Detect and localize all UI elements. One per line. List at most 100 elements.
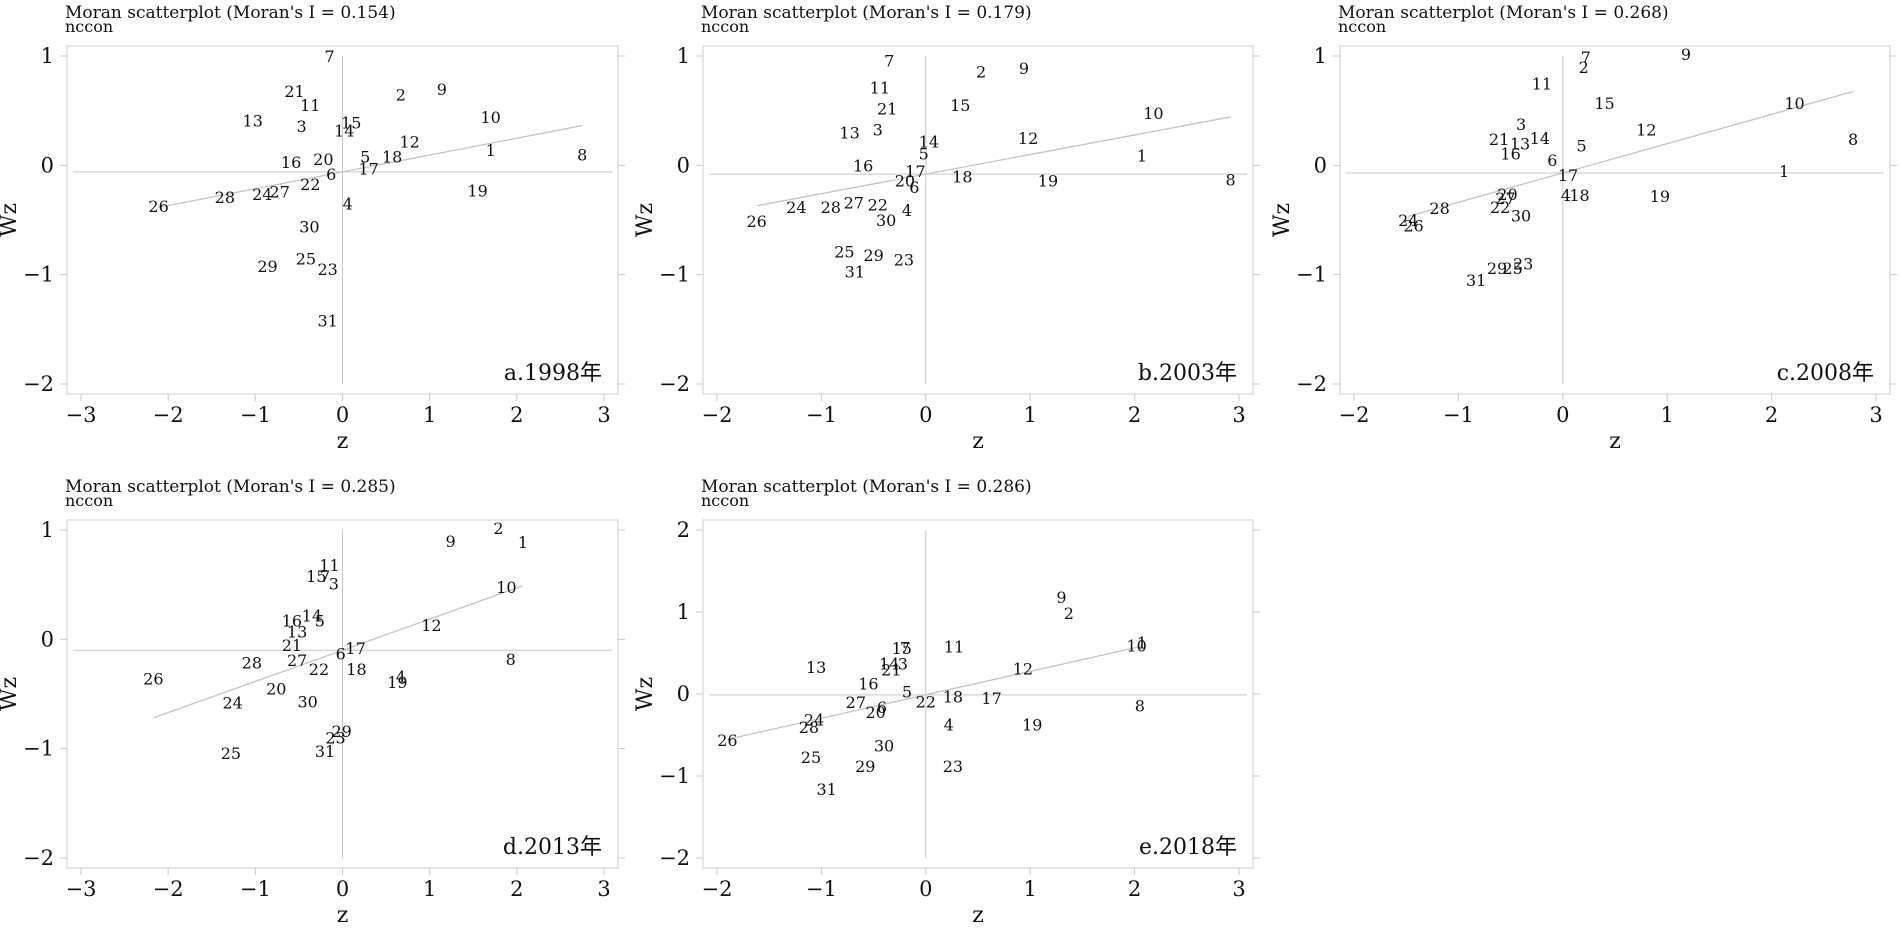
moran-panel-1: Moran scatterplot (Moran's I = 0.154)ncc… xyxy=(0,3,625,454)
x-tick-label: −1 xyxy=(1443,403,1474,427)
y-tick-label: −2 xyxy=(23,372,54,396)
y-axis-title: Wz xyxy=(633,677,658,711)
point-label: 13 xyxy=(839,124,859,143)
point-label: 22 xyxy=(868,196,888,215)
x-tick-label: −2 xyxy=(702,403,733,427)
point-label: 2 xyxy=(1064,604,1074,623)
point-label: 14 xyxy=(1530,129,1550,148)
point-label: 20 xyxy=(313,150,333,169)
x-tick-label: −3 xyxy=(66,877,97,901)
point-label: 20 xyxy=(1497,185,1517,204)
point-label: 12 xyxy=(399,132,419,151)
point-label: 23 xyxy=(318,260,338,279)
point-label: 1 xyxy=(1779,162,1789,181)
x-tick-label: 3 xyxy=(1869,403,1882,427)
panel-caption: e.2018年 xyxy=(1139,835,1237,860)
variable-name: nccon xyxy=(65,491,113,510)
point-label: 12 xyxy=(1636,120,1656,139)
point-label: 21 xyxy=(284,82,304,101)
y-tick-label: 2 xyxy=(677,518,690,542)
point-label: 22 xyxy=(309,660,329,679)
point-label: 10 xyxy=(481,108,501,127)
point-label: 9 xyxy=(1019,59,1029,78)
y-tick-label: 0 xyxy=(1314,153,1327,177)
point-label: 25 xyxy=(296,249,316,268)
y-tick-label: −2 xyxy=(1296,372,1327,396)
x-tick-label: 2 xyxy=(1128,403,1141,427)
point-label: 9 xyxy=(1056,588,1066,607)
x-tick-label: −1 xyxy=(240,877,271,901)
y-tick-label: 1 xyxy=(41,44,54,68)
x-tick-label: −1 xyxy=(806,403,837,427)
x-tick-label: 0 xyxy=(919,403,932,427)
point-label: 4 xyxy=(944,715,954,734)
point-label: 24 xyxy=(786,198,806,217)
panel-caption: a.1998年 xyxy=(504,361,602,386)
point-label: 2 xyxy=(1579,58,1589,77)
point-label: 18 xyxy=(952,167,972,186)
point-label: 8 xyxy=(1848,130,1858,149)
point-label: 18 xyxy=(346,660,366,679)
point-label: 18 xyxy=(1569,186,1589,205)
moran-panel-3: Moran scatterplot (Moran's I = 0.268)ncc… xyxy=(1270,3,1897,454)
point-label: 24 xyxy=(222,694,242,713)
x-tick-label: −1 xyxy=(806,877,837,901)
point-label: 28 xyxy=(1429,199,1449,218)
point-label: 8 xyxy=(1135,696,1145,715)
fit-line xyxy=(756,116,1231,207)
x-tick-label: 1 xyxy=(423,403,436,427)
point-label: 13 xyxy=(1510,134,1530,153)
y-tick-label: 1 xyxy=(677,44,690,68)
point-label: 19 xyxy=(1038,172,1058,191)
point-label: 14 xyxy=(879,655,899,674)
point-label: 28 xyxy=(821,198,841,217)
point-label: 19 xyxy=(1650,187,1670,206)
variable-name: nccon xyxy=(65,17,113,36)
y-tick-label: −1 xyxy=(1296,263,1327,287)
fit-line xyxy=(158,124,583,209)
x-tick-label: −2 xyxy=(702,877,733,901)
plot-frame xyxy=(1339,45,1891,395)
point-label: 20 xyxy=(266,680,286,699)
point-label: 7 xyxy=(900,638,910,657)
x-tick-label: −2 xyxy=(153,877,184,901)
point-label: 23 xyxy=(1513,255,1533,274)
point-label: 17 xyxy=(905,162,925,181)
point-label: 13 xyxy=(243,112,263,131)
point-label: 19 xyxy=(387,673,407,692)
point-label: 6 xyxy=(336,645,346,664)
point-label: 1 xyxy=(486,141,496,160)
point-label: 7 xyxy=(324,47,334,66)
point-label: 23 xyxy=(943,757,963,776)
y-tick-label: 1 xyxy=(1314,44,1327,68)
point-label: 22 xyxy=(916,692,936,711)
point-label: 9 xyxy=(437,80,447,99)
y-tick-label: 1 xyxy=(41,518,54,542)
variable-name: nccon xyxy=(701,491,749,510)
x-tick-label: 2 xyxy=(1765,403,1778,427)
point-label: 17 xyxy=(1558,166,1578,185)
point-label: 7 xyxy=(884,51,894,70)
point-label: 10 xyxy=(496,578,516,597)
x-tick-label: 1 xyxy=(1661,403,1674,427)
point-label: 6 xyxy=(909,178,919,197)
point-label: 2 xyxy=(493,519,503,538)
panel-title: Moran scatterplot (Moran's I = 0.154) xyxy=(65,3,396,23)
point-label: 28 xyxy=(242,653,262,672)
panel-caption: b.2003年 xyxy=(1138,361,1237,386)
point-label: 3 xyxy=(329,575,339,594)
point-label: 21 xyxy=(282,636,302,655)
point-label: 4 xyxy=(1561,186,1571,205)
point-label: 11 xyxy=(319,556,339,575)
point-label: 10 xyxy=(1143,104,1163,123)
panel-title: Moran scatterplot (Moran's I = 0.285) xyxy=(65,477,396,497)
point-label: 26 xyxy=(1403,216,1423,235)
point-label: 11 xyxy=(300,96,320,115)
point-label: 1 xyxy=(1137,146,1147,165)
point-label: 16 xyxy=(282,612,302,631)
point-label: 10 xyxy=(1127,637,1147,656)
point-label: 16 xyxy=(853,156,873,175)
point-label: 6 xyxy=(877,698,887,717)
point-label: 11 xyxy=(1532,74,1552,93)
